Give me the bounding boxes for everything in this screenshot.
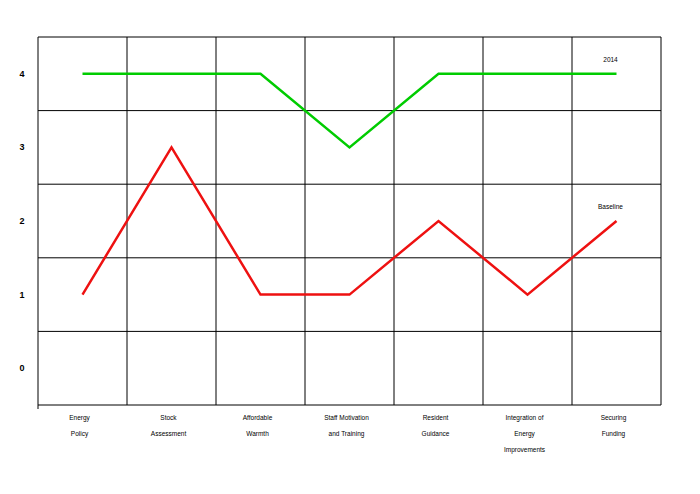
y-tick-label: 1 <box>19 290 24 300</box>
series-line <box>83 74 617 148</box>
series-label: Baseline <box>598 203 623 210</box>
x-tick-label: Integration of Energy Improvements <box>504 414 546 454</box>
category-divider <box>305 37 306 405</box>
x-tick-label: Staff Motivation and Training <box>324 414 369 438</box>
x-tick-label-line: Staff Motivation <box>324 414 369 421</box>
chart-container: 0 1 2 3 4 Energy Policy Stock Assessment Affordab… <box>0 0 700 494</box>
x-tick-label-line: Securing <box>601 414 627 422</box>
grid-line <box>38 110 661 111</box>
x-tick-label: Securing Funding <box>601 414 627 438</box>
x-tick-label: Stock Assessment <box>151 414 187 437</box>
x-tick-label-line: Integration of <box>506 414 544 422</box>
category-divider <box>572 37 573 405</box>
x-tick-label-line: Resident <box>423 414 449 421</box>
chart: 0 1 2 3 4 Energy Policy Stock Assessment Affordab… <box>0 0 700 494</box>
series-line <box>83 147 617 294</box>
x-tick-label-line: Funding <box>602 430 626 438</box>
grid-line <box>38 331 661 332</box>
x-tick-label-line: Affordable <box>243 414 273 421</box>
y-tick-label: 2 <box>19 216 24 226</box>
frame-bottom <box>38 405 661 406</box>
y-axis <box>38 37 39 409</box>
x-tick-label: Resident Guidance <box>422 414 450 437</box>
frame-top <box>38 37 661 38</box>
y-tick-label: 4 <box>19 69 24 79</box>
x-tick-label-line: Guidance <box>422 430 450 437</box>
x-tick-label-line: Energy <box>514 430 535 438</box>
x-tick-label-line: Policy <box>71 430 89 438</box>
frame-right <box>661 37 662 405</box>
series-label: 2014 <box>603 56 618 63</box>
y-tick-label: 3 <box>19 142 24 152</box>
grid-line <box>38 257 661 258</box>
x-tick-label-line: Assessment <box>151 430 187 437</box>
category-divider <box>394 37 395 405</box>
grid-line <box>38 184 661 185</box>
x-tick-label-line: Improvements <box>504 446 546 454</box>
x-tick-label-line: and Training <box>329 430 365 438</box>
category-divider <box>483 37 484 405</box>
x-tick-label: Energy Policy <box>69 414 90 438</box>
x-tick-label-line: Warmth <box>246 430 269 437</box>
plot-area <box>83 74 617 295</box>
x-tick-label: Affordable Warmth <box>243 414 273 437</box>
x-tick-label-line: Stock <box>160 414 177 421</box>
x-tick-label-line: Energy <box>69 414 90 422</box>
y-tick-label: 0 <box>19 363 24 373</box>
